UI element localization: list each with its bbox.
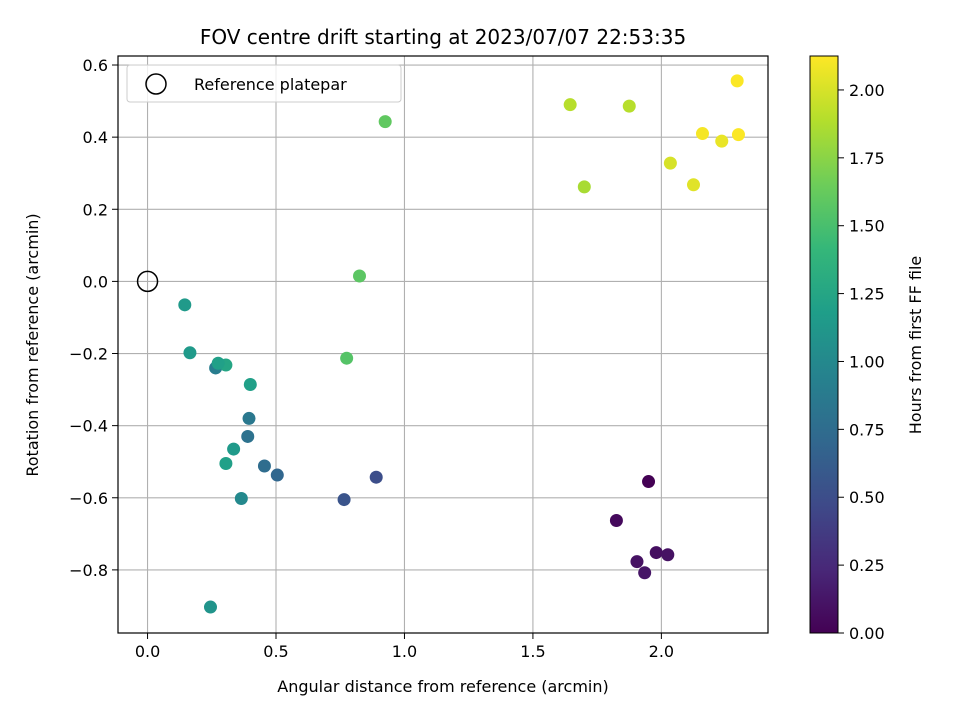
y-tick-label: −0.4 [69,417,108,436]
scatter-point [563,98,577,112]
colorbar-tick-label: 1.25 [849,285,885,304]
colorbar-tick-label: 0.75 [849,420,885,439]
scatter-point [369,470,383,484]
y-tick-label: 0.6 [83,56,108,75]
scatter-point [353,269,367,283]
colorbar-tick-label: 0.00 [849,624,885,643]
scatter-point [622,99,636,113]
scatter-point [715,134,729,148]
grid [118,56,768,633]
legend-label: Reference platepar [194,75,347,94]
colorbar-frame [809,55,839,634]
scatter-point [243,378,257,392]
scatter-point [663,156,677,170]
scatter-point [649,546,663,560]
scatter-point [730,74,744,88]
colorbar-ticks: 0.00 0.25 0.50 0.75 1.00 1.25 1.50 1.75 2.00 [838,81,885,643]
x-tick-label: 0.5 [263,642,288,661]
y-tick-label: 0.4 [83,128,108,147]
colorbar: 0.00 0.25 0.50 0.75 1.00 1.25 1.50 1.75 2.00 Hou… [809,55,925,643]
scatter-point [183,346,197,360]
colorbar-label: Hours from first FF file [906,256,925,435]
y-axis-label: Rotation from reference (arcmin) [23,213,42,476]
scatter-point [234,491,248,505]
scatter-point [638,566,652,580]
x-tick-label: 1.5 [520,642,545,661]
colorbar-tick-label: 0.50 [849,488,885,507]
chart-title: FOV centre drift starting at 2023/07/07 … [200,25,686,49]
scatter-point [227,442,241,456]
scatter-point [340,351,354,365]
x-tick-label: 1.0 [392,642,417,661]
scatter-point [378,115,392,129]
scatter-point [337,493,351,507]
colorbar-tick-label: 1.00 [849,352,885,371]
legend: Reference platepar [126,64,402,103]
scatter-point [270,468,284,482]
colorbar-gradient [810,56,838,633]
y-tick-label: −0.8 [69,561,108,580]
colorbar-tick-label: 0.25 [849,556,885,575]
scatter-points [178,74,745,614]
scatter-point [211,356,225,370]
x-tick-label: 0.0 [135,642,160,661]
colorbar-tick-label: 1.75 [849,149,885,168]
x-tick-label: 2.0 [649,642,674,661]
scatter-point [731,128,745,142]
x-axis-ticks: 0.0 0.5 1.0 1.5 2.0 [135,633,674,661]
scatter-point [630,555,644,569]
scatter-point [686,178,700,192]
scatter-point [203,600,217,614]
scatter-point [661,548,675,562]
y-tick-label: 0.0 [83,272,108,291]
colorbar-tick-label: 1.50 [849,217,885,236]
y-tick-label: −0.2 [69,345,108,364]
scatter-point [241,429,255,443]
scatter-point [577,180,591,194]
scatter-point [695,127,709,141]
plot-frame [117,55,769,634]
scatter-point [242,411,256,425]
legend-marker-reference [145,73,167,95]
legend-box [126,64,402,103]
colorbar-tick-label: 2.00 [849,81,885,100]
scatter-point [609,513,623,527]
y-tick-label: −0.6 [69,489,108,508]
x-axis-label: Angular distance from reference (arcmin) [277,677,608,696]
reference-platepar-marker [136,270,159,293]
scatter-point [219,457,233,471]
scatter-point [642,475,656,489]
scatter-point [257,459,271,473]
y-tick-label: 0.2 [83,200,108,219]
y-axis-ticks: −0.8 −0.6 −0.4 −0.2 0.0 0.2 0.4 0.6 [69,56,118,580]
scatter-point [178,298,192,312]
